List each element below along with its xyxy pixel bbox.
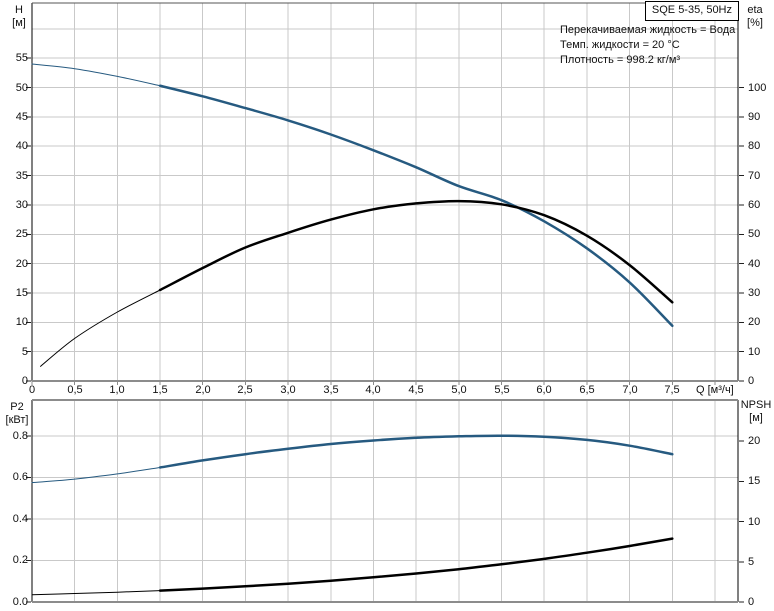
eta-axis-unit: [%] xyxy=(747,17,763,29)
left-axis-tick-label: 20 xyxy=(15,258,28,270)
left-axis-tick-label: 0.6 xyxy=(12,471,28,483)
x-axis-tick-label: 7,0 xyxy=(622,384,638,396)
left-axis-tick-label: 0 xyxy=(21,375,28,387)
right-axis-tick-label: 0 xyxy=(748,375,755,387)
h-axis-label: H [м] xyxy=(4,4,34,30)
x-axis-tick-label: 4,5 xyxy=(408,384,424,396)
right-axis-tick-label: 40 xyxy=(748,258,761,270)
right-axis-tick-label: 10 xyxy=(748,346,761,358)
x-axis-tick-label: 7,5 xyxy=(664,384,680,396)
info-line-density: Плотность = 998.2 кг/м³ xyxy=(560,54,681,66)
h-q-pump-curve-thick xyxy=(158,84,674,328)
left-axis-tick-label: 40 xyxy=(15,140,28,152)
right-axis-tick-label: 70 xyxy=(748,170,761,182)
x-axis-tick-label: 6,0 xyxy=(536,384,552,396)
info-line-temp: Темп. жидкости = 20 °C xyxy=(560,39,680,51)
h-axis-unit: [м] xyxy=(12,17,26,29)
q-axis-label: Q [м³/ч] xyxy=(696,384,734,396)
left-axis-tick-label: 50 xyxy=(15,82,28,94)
x-axis-tick-label: 0,5 xyxy=(67,384,83,396)
right-axis-tick-label: 90 xyxy=(748,111,761,123)
x-axis-tick-label: 1,5 xyxy=(152,384,168,396)
npsh-curve-thin xyxy=(31,590,161,596)
npsh-curve-thick xyxy=(158,537,674,592)
p2-power-curve-thick xyxy=(158,434,674,469)
h-axis-name: H xyxy=(15,4,23,16)
right-axis-tick-label: 20 xyxy=(748,435,761,447)
p2-axis-unit: [кВт] xyxy=(5,414,29,426)
right-axis-tick-label: 100 xyxy=(748,82,767,94)
p2-axis-label: P2 [кВт] xyxy=(0,401,34,427)
x-axis-tick-label: 2,0 xyxy=(195,384,211,396)
npsh-axis-name: NPSH xyxy=(740,399,772,411)
right-axis-tick-label: 20 xyxy=(748,316,761,328)
left-axis-tick-label: 35 xyxy=(15,170,28,182)
left-axis-tick-label: 0.4 xyxy=(12,513,28,525)
right-axis-tick-label: 30 xyxy=(748,287,761,299)
right-axis-tick-label: 60 xyxy=(748,199,761,211)
eta-axis-name: eta xyxy=(747,4,763,16)
right-axis-tick-label: 15 xyxy=(748,475,761,487)
x-axis-tick-label: 0 xyxy=(28,384,36,396)
left-axis-tick-label: 15 xyxy=(15,287,28,299)
model-badge: SQE 5-35, 50Hz xyxy=(644,1,739,21)
x-axis-tick-label: 6,5 xyxy=(579,384,595,396)
left-axis-tick-label: 10 xyxy=(15,316,28,328)
left-axis-tick-label: 30 xyxy=(15,199,28,211)
x-axis-tick-label: 3,0 xyxy=(280,384,296,396)
right-axis-tick-label: 50 xyxy=(748,228,761,240)
eta-axis-label: eta [%] xyxy=(740,4,770,30)
right-axis-tick-label: 5 xyxy=(748,556,755,568)
x-axis-tick-label: 1,0 xyxy=(109,384,125,396)
x-axis-tick-label: 5,0 xyxy=(451,384,467,396)
right-axis-tick-label: 0 xyxy=(748,596,755,608)
left-axis-tick-label: 45 xyxy=(15,111,28,123)
x-axis-tick-label: 3,5 xyxy=(323,384,339,396)
p2-axis-name: P2 xyxy=(10,401,24,413)
eta-efficiency-curve-thin xyxy=(40,289,161,367)
info-line-fluid: Перекачиваемая жидкость = Вода xyxy=(560,24,736,36)
x-axis-tick-label: 2,5 xyxy=(237,384,253,396)
left-axis-tick-label: 0.0 xyxy=(12,596,28,608)
right-axis-tick-label: 10 xyxy=(748,516,761,528)
left-axis-tick-label: 25 xyxy=(15,228,28,240)
x-axis-tick-label: 4,0 xyxy=(365,384,381,396)
left-axis-tick-label: 55 xyxy=(15,52,28,64)
x-axis-tick-label: 5,5 xyxy=(494,384,510,396)
npsh-axis-unit: [м] xyxy=(749,412,763,424)
fluid-info: Перекачиваемая жидкость = Вода Темп. жид… xyxy=(560,23,735,68)
left-axis-tick-label: 0.2 xyxy=(12,554,28,566)
eta-efficiency-curve-thick xyxy=(158,199,674,304)
left-axis-tick-label: 5 xyxy=(21,346,28,358)
p2-power-curve-thin xyxy=(31,467,161,484)
h-q-pump-curve-thin xyxy=(31,63,161,87)
right-axis-tick-label: 80 xyxy=(748,140,761,152)
left-axis-tick-label: 0.8 xyxy=(12,430,28,442)
npsh-axis-label: NPSH [м] xyxy=(738,399,774,425)
